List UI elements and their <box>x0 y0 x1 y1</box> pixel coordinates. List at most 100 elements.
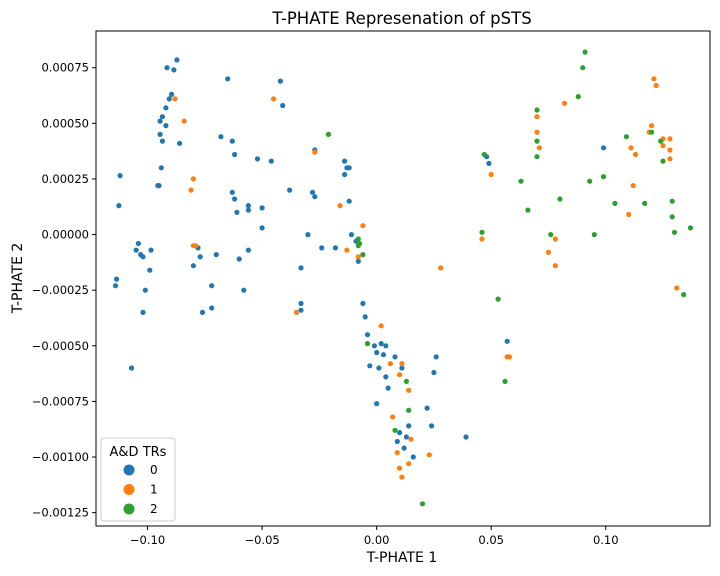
data-point-series-0 <box>128 365 135 371</box>
x-axis: −0.10 −0.05 0.00 0.05 0.10 <box>130 526 619 547</box>
data-point-series-0 <box>360 300 366 307</box>
data-point-series-0 <box>486 160 492 166</box>
data-point-series-2 <box>355 243 361 249</box>
data-point-series-2 <box>557 196 563 202</box>
data-point-series-1 <box>344 247 350 253</box>
data-point-series-2 <box>548 232 554 238</box>
data-point-series-1 <box>552 263 559 269</box>
y-tick-label: −0.00075 <box>32 394 89 408</box>
x-tick-label: −0.05 <box>244 533 279 547</box>
data-point-series-2 <box>481 151 487 158</box>
data-point-series-1 <box>674 285 680 291</box>
data-point-series-0 <box>429 423 435 429</box>
data-point-series-0 <box>197 254 203 260</box>
data-point-series-1 <box>406 387 412 393</box>
data-point-series-0 <box>431 369 437 376</box>
data-point-series-1 <box>632 151 639 158</box>
data-point-series-1 <box>355 254 361 260</box>
data-point-series-1 <box>172 96 178 102</box>
data-point-series-2 <box>495 296 501 302</box>
data-point-series-2 <box>582 49 588 55</box>
data-point-series-0 <box>174 57 180 63</box>
data-point-series-1 <box>479 236 485 242</box>
x-tick-label: 0.05 <box>478 533 504 547</box>
data-point-series-2 <box>612 200 618 206</box>
points-layer <box>112 49 694 507</box>
data-point-series-2 <box>325 131 332 137</box>
data-point-series-0 <box>234 209 240 215</box>
data-point-series-1 <box>390 414 396 420</box>
data-point-series-0 <box>504 338 510 344</box>
data-point-series-1 <box>660 143 666 149</box>
y-axis-title: T-PHATE 2 <box>10 243 26 315</box>
legend: A&D TRs 0 1 2 <box>100 437 176 522</box>
data-point-series-2 <box>406 407 412 413</box>
data-point-series-0 <box>245 203 251 209</box>
legend-frame <box>100 437 176 522</box>
data-point-series-0 <box>298 265 304 271</box>
legend-marker-2 <box>123 503 135 515</box>
data-point-series-0 <box>305 232 311 238</box>
data-point-series-0 <box>394 438 400 445</box>
data-point-series-0 <box>319 245 325 251</box>
data-point-series-1 <box>378 323 384 329</box>
data-point-series-0 <box>268 158 274 164</box>
data-point-series-2 <box>534 107 540 113</box>
data-point-series-2 <box>534 154 540 160</box>
data-point-series-0 <box>133 247 139 253</box>
data-point-series-2 <box>518 178 524 184</box>
data-point-series-0 <box>254 156 261 162</box>
data-point-series-1 <box>628 145 634 151</box>
data-point-series-0 <box>259 205 265 211</box>
data-point-series-1 <box>360 223 366 229</box>
data-point-series-2 <box>669 198 675 204</box>
data-point-series-2 <box>479 229 485 235</box>
data-point-series-0 <box>346 165 352 171</box>
data-point-series-0 <box>364 332 371 338</box>
data-point-series-1 <box>545 249 552 255</box>
data-point-series-0 <box>199 309 206 315</box>
data-point-series-2 <box>591 232 597 238</box>
data-point-series-0 <box>218 134 224 140</box>
chart-title: T-PHATE Represenation of pSTS <box>271 9 531 28</box>
data-point-series-2 <box>392 427 398 433</box>
x-tick-label: 0.00 <box>364 533 390 547</box>
data-point-series-0 <box>385 385 391 391</box>
data-point-series-1 <box>667 156 673 162</box>
data-point-series-1 <box>536 145 542 151</box>
y-tick-label: 0.00000 <box>41 228 89 242</box>
data-point-series-1 <box>337 203 343 209</box>
data-point-series-0 <box>116 203 122 209</box>
data-point-series-1 <box>190 176 196 182</box>
data-point-series-1 <box>188 187 194 193</box>
data-point-series-0 <box>209 305 215 311</box>
data-point-series-0 <box>117 173 123 179</box>
y-tick-label: −0.00125 <box>32 506 89 520</box>
data-point-series-1 <box>394 450 400 456</box>
data-point-series-0 <box>374 401 380 407</box>
data-point-series-0 <box>229 189 235 195</box>
data-point-series-0 <box>159 138 165 144</box>
data-point-series-1 <box>397 372 403 378</box>
data-point-series-1 <box>667 147 673 153</box>
data-point-series-2 <box>502 378 508 384</box>
data-point-series-2 <box>658 138 664 144</box>
data-point-series-2 <box>364 341 371 347</box>
data-point-series-2 <box>355 236 361 242</box>
data-point-series-0 <box>158 165 164 171</box>
data-point-series-0 <box>177 140 183 146</box>
data-point-series-1 <box>426 452 432 458</box>
data-point-series-1 <box>190 243 196 249</box>
data-point-series-0 <box>245 207 251 213</box>
data-point-series-0 <box>332 245 338 251</box>
data-point-series-1 <box>534 114 540 120</box>
data-point-series-1 <box>667 136 673 142</box>
plot-frame <box>95 30 711 527</box>
data-point-series-0 <box>401 445 407 451</box>
data-point-series-1 <box>397 465 403 471</box>
data-point-series-1 <box>552 236 559 242</box>
legend-label-2: 2 <box>150 502 158 516</box>
data-point-series-0 <box>383 374 389 380</box>
data-point-series-1 <box>387 361 393 367</box>
data-point-series-0 <box>277 78 283 84</box>
